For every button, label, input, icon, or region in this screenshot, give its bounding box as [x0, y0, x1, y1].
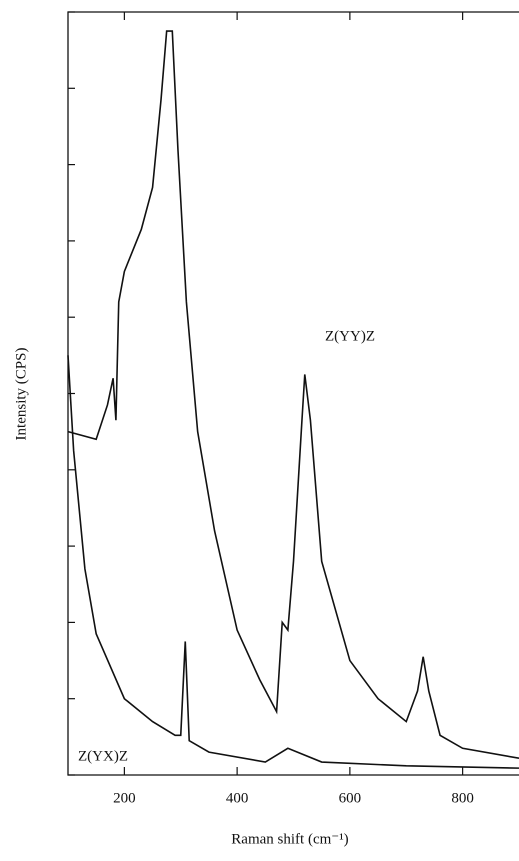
x-tick-label: 800	[451, 790, 474, 806]
axis-frame	[67, 11, 519, 776]
series-label: Z(YX)Z	[78, 748, 128, 764]
x-tick-label: 400	[226, 790, 249, 806]
series-label: Z(YY)Z	[325, 328, 375, 344]
x-tick-label: 600	[339, 790, 362, 806]
x-tick-label: 200	[113, 790, 136, 806]
spectrum-line	[67, 30, 519, 760]
y-axis-label: Intensity (CPS)	[13, 348, 29, 441]
x-axis-label: Raman shift (cm⁻¹)	[231, 831, 348, 847]
spectrum-line	[67, 355, 519, 769]
